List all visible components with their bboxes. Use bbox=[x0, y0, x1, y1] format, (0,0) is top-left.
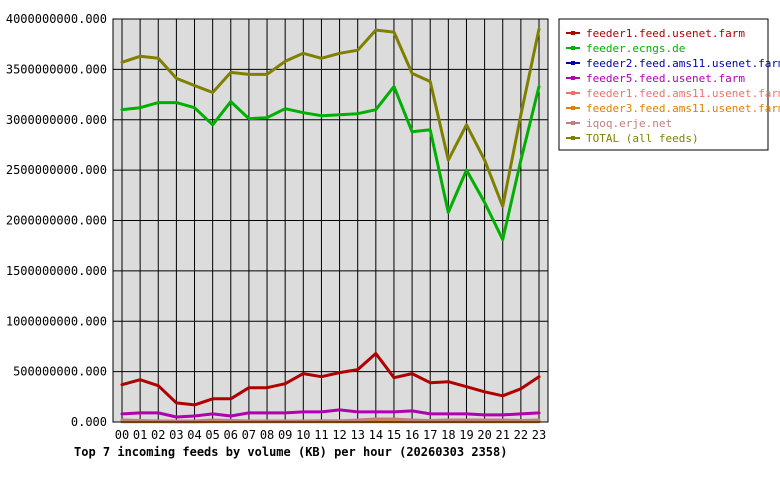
legend-label: feeder5.feed.usenet.farm bbox=[586, 72, 745, 85]
y-tick-label: 1500000000.000 bbox=[6, 264, 107, 278]
x-tick-label: 13 bbox=[350, 428, 364, 442]
y-tick-label: 2500000000.000 bbox=[6, 163, 107, 177]
x-tick-label: 22 bbox=[514, 428, 528, 442]
y-tick-label: 4000000000.000 bbox=[6, 12, 107, 26]
y-tick-label: 1000000000.000 bbox=[6, 314, 107, 328]
legend-label: feeder1.feed.usenet.farm bbox=[586, 27, 745, 40]
x-tick-label: 02 bbox=[151, 428, 165, 442]
legend-marker bbox=[571, 76, 575, 80]
x-tick-label: 21 bbox=[496, 428, 510, 442]
x-axis-tick-labels: 00 01 02 03 04 05 06 07 08 09 10 11 12 13 14 15 16 17 18 19… bbox=[115, 428, 546, 442]
legend: feeder1.feed.usenet.farm feeder.ecngs.de f… bbox=[559, 19, 780, 150]
y-tick-label: 3500000000.000 bbox=[6, 62, 107, 76]
x-tick-label: 11 bbox=[314, 428, 328, 442]
x-tick-label: 15 bbox=[387, 428, 401, 442]
y-tick-label: 2000000000.000 bbox=[6, 214, 107, 228]
legend-marker bbox=[571, 46, 575, 50]
legend-marker bbox=[571, 106, 575, 110]
x-tick-label: 05 bbox=[205, 428, 219, 442]
x-tick-label: 03 bbox=[169, 428, 183, 442]
legend-label: iqoq.erje.net bbox=[586, 117, 672, 130]
y-tick-label: 500000000.000 bbox=[13, 365, 107, 379]
legend-marker bbox=[571, 61, 575, 65]
legend-label: feeder3.feed.ams11.usenet.farm bbox=[586, 102, 780, 115]
x-tick-label: 23 bbox=[532, 428, 546, 442]
legend-label: feeder2.feed.ams11.usenet.farm bbox=[586, 57, 780, 70]
x-tick-label: 20 bbox=[477, 428, 491, 442]
legend-label: feeder.ecngs.de bbox=[586, 42, 685, 55]
x-tick-label: 14 bbox=[369, 428, 383, 442]
x-tick-label: 12 bbox=[332, 428, 346, 442]
x-tick-label: 09 bbox=[278, 428, 292, 442]
legend-marker bbox=[571, 31, 575, 35]
x-tick-label: 10 bbox=[296, 428, 310, 442]
legend-marker bbox=[571, 136, 575, 140]
x-tick-label: 16 bbox=[405, 428, 419, 442]
legend-marker bbox=[571, 121, 575, 125]
x-tick-label: 19 bbox=[459, 428, 473, 442]
x-tick-label: 04 bbox=[187, 428, 201, 442]
x-tick-label: 00 bbox=[115, 428, 129, 442]
legend-marker bbox=[571, 91, 575, 95]
legend-label: feeder1.feed.ams11.usenet.farm bbox=[586, 87, 780, 100]
x-tick-label: 07 bbox=[242, 428, 256, 442]
x-tick-label: 17 bbox=[423, 428, 437, 442]
x-tick-label: 01 bbox=[133, 428, 147, 442]
x-tick-label: 06 bbox=[224, 428, 238, 442]
y-tick-label: 0.000 bbox=[71, 415, 107, 429]
chart-title: Top 7 incoming feeds by volume (KB) per … bbox=[74, 445, 507, 459]
x-tick-label: 18 bbox=[441, 428, 455, 442]
y-tick-label: 3000000000.000 bbox=[6, 113, 107, 127]
x-tick-label: 08 bbox=[260, 428, 274, 442]
y-axis-tick-labels: 0.000 500000000.000 1000000000.000 15000000… bbox=[6, 12, 107, 429]
legend-label: TOTAL (all feeds) bbox=[586, 132, 699, 145]
